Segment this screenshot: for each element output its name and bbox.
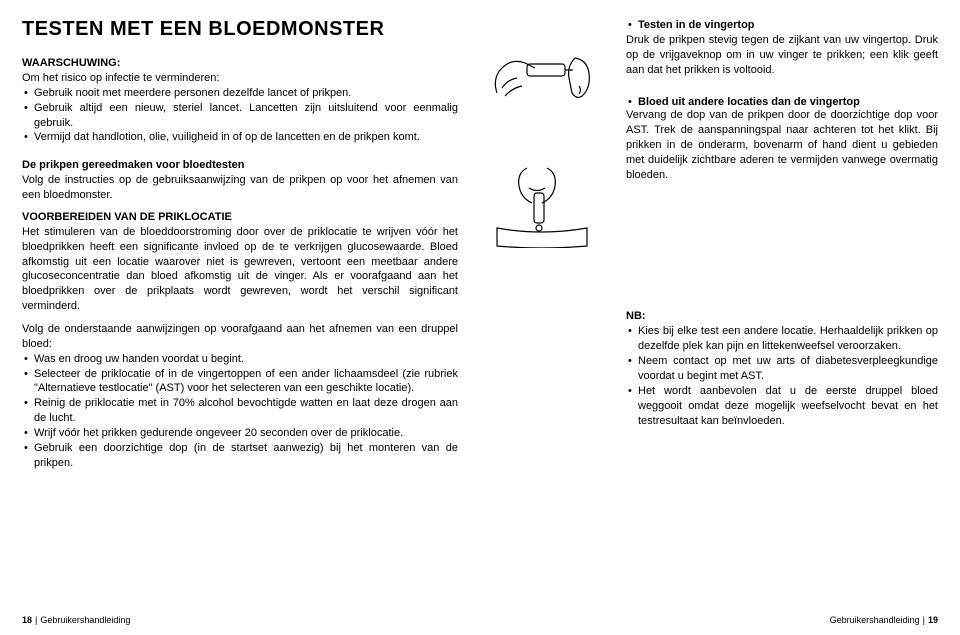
nb-heading: NB: — [626, 310, 646, 322]
prep-site-para1: Het stimuleren van de bloeddoorstroming … — [22, 225, 458, 314]
other-heading: Bloed uit andere locaties dan de vingert… — [638, 96, 860, 108]
list-item: Het wordt aanbevolen dat u de eerste dru… — [626, 384, 938, 429]
page-number-right: 19 — [928, 615, 938, 625]
footer-label-left: Gebruikershandleiding — [40, 615, 130, 625]
list-item: Gebruik nooit met meerdere personen deze… — [22, 86, 458, 101]
page-footer: 18|Gebruikershandleiding Gebruikershandl… — [22, 615, 938, 625]
warning-list: Gebruik nooit met meerdere personen deze… — [22, 86, 458, 145]
prep-pen-text: Volg de instructies op de gebruiksaanwij… — [22, 173, 458, 203]
list-item: Testen in de vingertop — [626, 18, 938, 33]
other-site-block: Bloed uit andere locaties dan de vingert… — [626, 95, 938, 110]
list-item: Kies bij elke test een andere locatie. H… — [626, 324, 938, 354]
list-item: Was en droog uw handen voordat u begint. — [22, 352, 458, 367]
prep-site-list: Was en droog uw handen voordat u begint.… — [22, 352, 458, 471]
prep-pen-block: De prikpen gereedmaken voor bloedtesten … — [22, 155, 458, 203]
list-item: Gebruik een doorzichtige dop (in de star… — [22, 441, 458, 471]
prep-pen-heading: De prikpen gereedmaken voor bloedtesten — [22, 159, 245, 171]
left-column: TESTEN MET EEN BLOEDMONSTER WAARSCHUWING… — [22, 18, 458, 480]
fingertip-heading: Testen in de vingertop — [638, 19, 755, 31]
illustration-column — [482, 18, 602, 480]
page-title: TESTEN MET EEN BLOEDMONSTER — [22, 18, 458, 41]
footer-left: 18|Gebruikershandleiding — [22, 615, 130, 625]
prep-site-para2: Volg de onderstaande aanwijzingen op voo… — [22, 322, 458, 352]
list-item: Vermijd dat handlotion, olie, vuiligheid… — [22, 130, 458, 145]
fingertip-block: Testen in de vingertop — [626, 18, 938, 33]
prep-site-heading: VOORBEREIDEN VAN DE PRIKLOCATIE — [22, 211, 458, 223]
nb-block: NB: Kies bij elke test een andere locati… — [626, 306, 938, 428]
list-item: Gebruik altijd een nieuw, steriel lancet… — [22, 101, 458, 131]
list-item: Selecteer de priklocatie of in de vinger… — [22, 367, 458, 397]
alt-site-prick-icon — [487, 158, 597, 248]
nb-list: Kies bij elke test een andere locatie. H… — [626, 324, 938, 428]
warning-intro: Om het risico op infectie te verminderen… — [22, 71, 458, 86]
warning-heading: WAARSCHUWING: — [22, 57, 120, 69]
fingertip-prick-icon — [487, 38, 597, 128]
page-spread: TESTEN MET EEN BLOEDMONSTER WAARSCHUWING… — [22, 18, 938, 480]
list-item: Reinig de priklocatie met in 70% alcohol… — [22, 396, 458, 426]
footer-right: Gebruikershandleiding|19 — [830, 615, 938, 625]
fingertip-text: Druk de prikpen stevig tegen de zijkant … — [626, 33, 938, 78]
list-item: Wrijf vóór het prikken gedurende ongevee… — [22, 426, 458, 441]
list-item: Bloed uit andere locaties dan de vingert… — [626, 95, 938, 110]
warning-block: WAARSCHUWING: Om het risico op infectie … — [22, 53, 458, 145]
right-column: Testen in de vingertop Druk de prikpen s… — [626, 18, 938, 480]
other-text: Vervang de dop van de prikpen door de do… — [626, 108, 938, 182]
prep-site-block: VOORBEREIDEN VAN DE PRIKLOCATIE Het stim… — [22, 211, 458, 471]
footer-label-right: Gebruikershandleiding — [830, 615, 920, 625]
page-number-left: 18 — [22, 615, 32, 625]
list-item: Neem contact op met uw arts of diabetesv… — [626, 354, 938, 384]
